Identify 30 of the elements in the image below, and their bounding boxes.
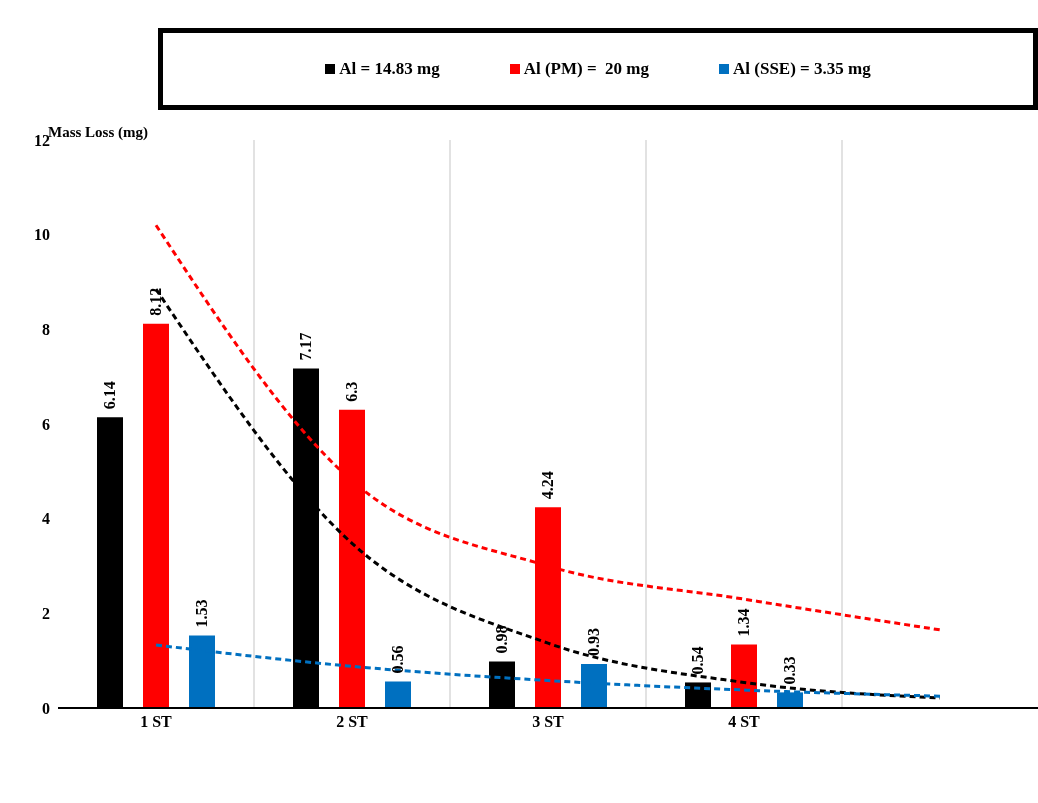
x-tick-label: 1 ST	[140, 713, 173, 731]
x-tick-label: 3 ST	[532, 713, 565, 731]
legend-label: Al (PM) = 20 mg	[522, 59, 650, 79]
legend-label: Al (SSE) = 3.35 mg	[732, 59, 871, 79]
data-label: 0.56	[389, 645, 407, 674]
y-tick-label: 6	[42, 415, 50, 433]
y-tick-label: 12	[34, 131, 50, 149]
data-label: 0.33	[781, 656, 799, 685]
data-label: 1.34	[735, 608, 753, 637]
y-tick-label: 0	[42, 699, 50, 717]
data-label: 4.24	[539, 471, 557, 500]
data-label: 0.54	[689, 646, 707, 675]
data-label: 7.17	[297, 332, 315, 361]
data-label: 1.53	[193, 599, 211, 628]
data-label: 0.98	[493, 625, 511, 654]
x-tick-label: 2 ST	[336, 713, 369, 731]
x-tick-label: 4 ST	[728, 713, 761, 731]
y-tick-label: 2	[42, 605, 50, 623]
data-label: 8.12	[147, 287, 165, 316]
y-tick-label: 8	[42, 321, 50, 339]
data-label: 0.93	[585, 627, 603, 656]
legend-label: Al = 14.83 mg	[338, 59, 440, 79]
y-tick-label: 10	[34, 226, 50, 244]
data-label: 6.14	[101, 381, 119, 410]
y-tick-label: 4	[42, 510, 50, 528]
bar	[731, 644, 757, 708]
bar	[143, 323, 169, 708]
data-label: 6.3	[343, 381, 361, 402]
bar	[385, 681, 411, 708]
y-axis-title: Mass Loss (mg)	[48, 124, 148, 140]
